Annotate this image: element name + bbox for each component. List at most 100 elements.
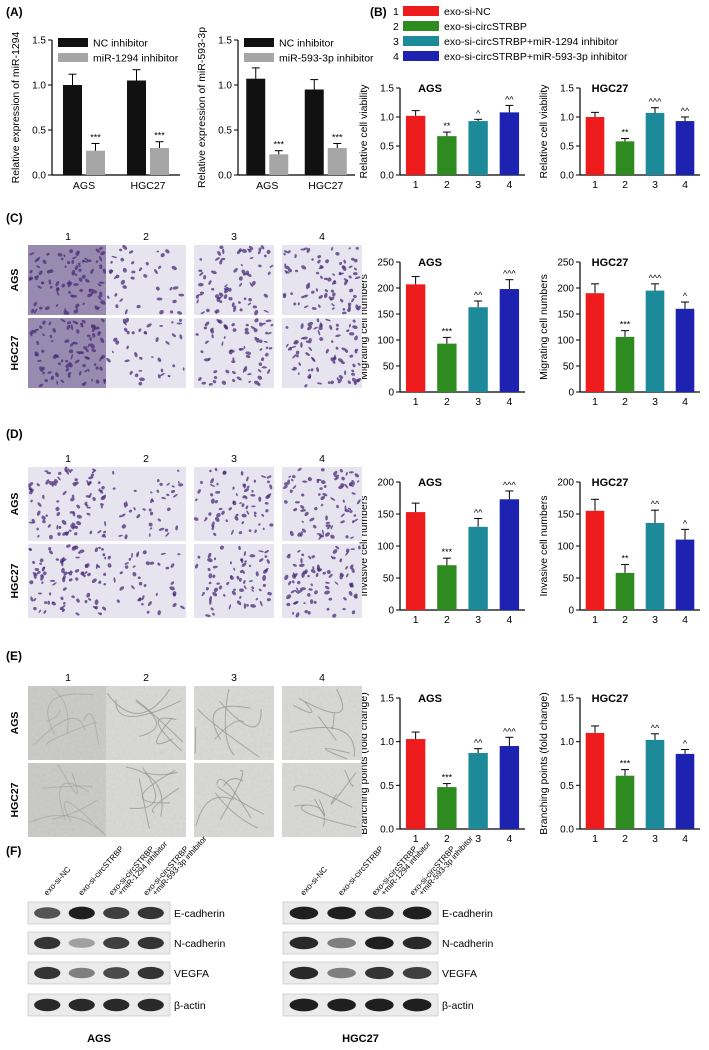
stained-cell (28, 482, 34, 487)
stained-cell (239, 282, 243, 287)
bar (645, 522, 665, 610)
stained-cell (61, 519, 67, 525)
stained-cell (126, 330, 130, 335)
y-tick-label: 0.0 (218, 171, 232, 182)
bar (585, 293, 605, 392)
stained-cell (85, 348, 89, 353)
tube-segment (151, 787, 180, 814)
y-tick-label: 0.5 (380, 142, 394, 153)
stained-cell (351, 298, 355, 303)
stained-cell (197, 293, 203, 296)
stained-cell (327, 277, 332, 282)
tube-segment (41, 785, 93, 789)
blot-band (402, 967, 432, 979)
stained-cell (351, 492, 356, 495)
stained-cell (80, 322, 84, 326)
x-tick-label: 3 (652, 396, 658, 408)
stained-cell (68, 361, 73, 368)
stained-cell (300, 323, 304, 330)
y-tick-label: 1.0 (560, 113, 574, 124)
stained-cell (267, 271, 271, 275)
blot-strip (27, 931, 171, 955)
stained-cell (82, 260, 88, 263)
stained-cell (36, 483, 40, 487)
stained-cell (231, 302, 235, 308)
stained-cell (286, 555, 291, 559)
stained-cell (335, 545, 340, 550)
stained-cell (214, 257, 220, 261)
stained-cell (284, 263, 287, 267)
stained-cell (351, 480, 355, 486)
stained-cell (245, 505, 249, 510)
stained-cell (228, 297, 233, 301)
stained-cell (260, 475, 267, 478)
stained-cell (263, 340, 268, 343)
stained-cell (28, 276, 34, 281)
stained-cell (300, 505, 305, 509)
stained-cell (46, 270, 51, 274)
stained-cell (255, 571, 259, 577)
significance-mark: ^^ (651, 499, 660, 509)
stained-cell (268, 347, 273, 350)
stained-cell (258, 362, 263, 367)
stained-cell (226, 581, 230, 586)
stained-cell (100, 505, 103, 509)
stained-cell (258, 496, 262, 502)
stained-cell (74, 273, 78, 276)
blot-band (402, 936, 432, 950)
stained-cell (158, 527, 165, 531)
row-label: AGS (9, 493, 21, 516)
chart-a-mir1294: 0.0 0.5 1.0 1.5 Relative expression of miR-1… (10, 31, 180, 192)
y-tick-label: 1.0 (380, 113, 394, 124)
stained-cell (172, 286, 179, 290)
stained-cell (209, 600, 212, 605)
stained-cell (82, 364, 86, 368)
stained-cell (30, 596, 34, 602)
stained-cell (263, 293, 269, 298)
stained-cell (329, 324, 333, 330)
stained-cell (90, 473, 95, 477)
stained-cell (94, 547, 99, 553)
stained-cell (116, 599, 120, 603)
stained-cell (284, 574, 289, 581)
stained-cell (55, 372, 59, 378)
stained-cell (243, 345, 246, 349)
stained-cell (264, 254, 267, 258)
tube-segment (344, 769, 354, 787)
bar (63, 85, 82, 175)
bar (468, 526, 488, 610)
stained-cell (74, 478, 78, 482)
stained-cell (64, 265, 67, 269)
stained-cell (258, 523, 261, 526)
western-blot-ags: exo-si-NC exo-si-circSTRBPexo-si-circSTRB… (27, 834, 226, 1045)
stained-cell (233, 588, 237, 591)
stained-cell (70, 354, 73, 360)
y-axis-label: Migrating cell numbers (538, 274, 550, 380)
bar (304, 89, 324, 175)
tube-segment (212, 705, 251, 741)
stained-cell (238, 545, 241, 551)
stained-cell (294, 254, 297, 259)
stained-cell (124, 565, 129, 569)
stained-cell (348, 265, 353, 269)
stained-cell (332, 613, 337, 618)
stained-cell (41, 515, 46, 520)
stained-cell (221, 341, 224, 347)
stained-cell (238, 276, 243, 281)
stained-cell (229, 561, 233, 565)
stained-cell (241, 521, 245, 525)
stained-cell (269, 484, 273, 490)
y-tick-label: 1.0 (560, 737, 574, 748)
stained-cell (63, 571, 68, 576)
stained-cell (120, 279, 126, 285)
stained-cell (317, 478, 322, 481)
stained-cell (38, 383, 44, 388)
stained-cell (258, 588, 262, 592)
stained-cell (292, 563, 297, 567)
stained-cell (341, 476, 345, 481)
stained-cell (32, 561, 36, 564)
stained-cell (297, 302, 300, 306)
stained-cell (50, 375, 54, 381)
